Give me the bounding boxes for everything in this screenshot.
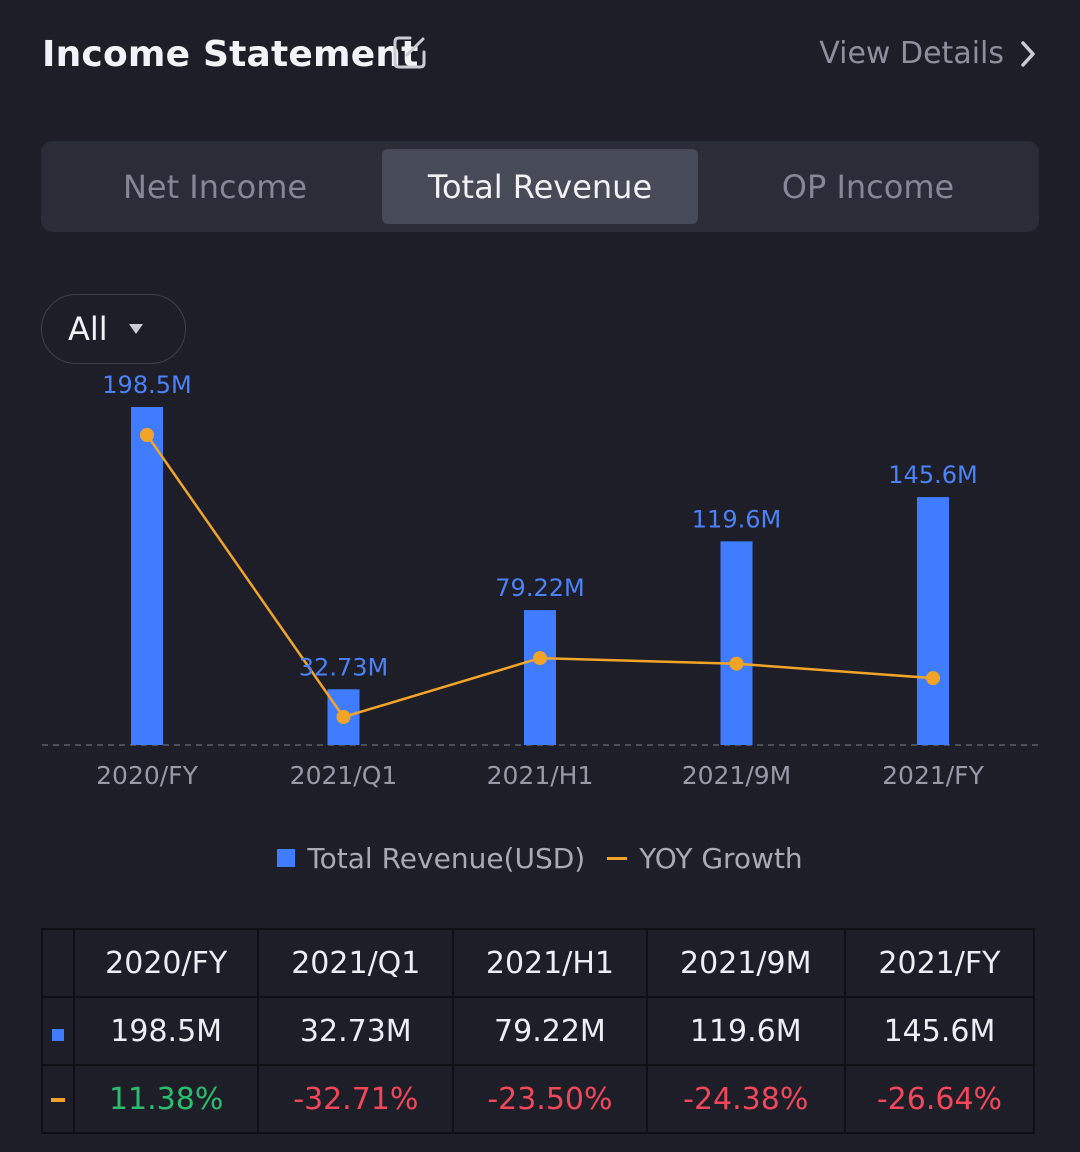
- revenue-cell: 79.22M: [452, 996, 648, 1066]
- revenue-marker-cell: [41, 996, 75, 1066]
- legend-bar-label: Total Revenue(USD): [307, 841, 586, 875]
- caret-down-icon: [128, 324, 143, 334]
- view-details-link[interactable]: View Details: [819, 36, 1038, 71]
- table-header-cell: 2021/H1: [452, 928, 648, 998]
- bar-value-label: 145.6M: [888, 461, 977, 489]
- bar-2021-h1[interactable]: [524, 610, 556, 745]
- growth-cell: -24.38%: [645, 1064, 846, 1134]
- revenue-cell: 32.73M: [257, 996, 455, 1066]
- table-corner-cell: [41, 928, 75, 998]
- revenue-chart: 198.5M 2020/FY 32.73M 2021/Q1 79.22M 2021/H1 1…: [42, 371, 1038, 790]
- table-header-cell: 2021/9M: [645, 928, 846, 998]
- revenue-cell: 198.5M: [72, 996, 260, 1066]
- table-row-revenue: 198.5M 32.73M 79.22M 119.6M 145.6M: [41, 996, 1036, 1066]
- x-axis-tick-label: 2021/9M: [682, 761, 792, 790]
- metric-tabs: Net Income Total Revenue OP Income: [41, 141, 1039, 232]
- x-axis-tick-label: 2020/FY: [96, 761, 198, 790]
- yoy-growth-point[interactable]: [533, 651, 547, 666]
- period-filter-label: All: [68, 310, 108, 348]
- tab-op-income[interactable]: OP Income: [781, 167, 955, 206]
- edit-icon[interactable]: [390, 32, 430, 72]
- x-axis-tick-label: 2021/FY: [882, 761, 984, 790]
- growth-cell: -26.64%: [843, 1064, 1036, 1134]
- tab-total-revenue[interactable]: Total Revenue: [382, 149, 698, 224]
- yoy-growth-point[interactable]: [926, 671, 940, 686]
- table-header-cell: 2021/FY: [843, 928, 1036, 998]
- period-filter-dropdown[interactable]: All: [41, 294, 186, 364]
- legend-bar-swatch: [277, 849, 296, 867]
- yoy-growth-point[interactable]: [336, 710, 351, 724]
- header: Income Statement View Details: [42, 28, 1038, 80]
- bar-2020-fy[interactable]: [131, 407, 163, 745]
- bar-2021-fy[interactable]: [917, 497, 949, 745]
- legend-line-label: YOY Growth: [639, 841, 803, 875]
- bar-2021-9m[interactable]: [720, 541, 753, 745]
- growth-cell: -32.71%: [257, 1064, 455, 1134]
- view-details-label: View Details: [819, 36, 1004, 71]
- x-axis-tick-label: 2021/H1: [487, 761, 594, 790]
- yoy-growth-point[interactable]: [729, 656, 744, 671]
- chart-legend: Total Revenue(USD) YOY Growth: [0, 838, 1080, 878]
- revenue-cell: 145.6M: [843, 996, 1036, 1066]
- bar-value-label: 79.22M: [495, 574, 584, 602]
- growth-marker-cell: [41, 1064, 75, 1134]
- tab-net-income[interactable]: Net Income: [122, 167, 308, 206]
- table-header-cell: 2021/Q1: [257, 928, 455, 998]
- bar-value-label: 198.5M: [102, 371, 191, 399]
- yoy-growth-point[interactable]: [140, 428, 154, 442]
- table-header-cell: 2020/FY: [72, 928, 260, 998]
- revenue-cell: 119.6M: [645, 996, 846, 1066]
- table-header-row: 2020/FY 2021/Q1 2021/H1 2021/9M 2021/FY: [41, 928, 1036, 998]
- table-row-growth: 11.38% -32.71% -23.50% -24.38% -26.64%: [41, 1064, 1036, 1134]
- growth-cell: -23.50%: [452, 1064, 648, 1134]
- x-axis-tick-label: 2021/Q1: [290, 761, 398, 790]
- growth-cell: 11.38%: [72, 1064, 260, 1134]
- data-table: 2020/FY 2021/Q1 2021/H1 2021/9M 2021/FY …: [41, 928, 1036, 1134]
- revenue-square-icon: [52, 1028, 64, 1041]
- bar-value-label: 32.73M: [299, 653, 388, 681]
- chevron-right-icon: [1021, 40, 1035, 67]
- page-title: Income Statement: [42, 34, 419, 75]
- bar-value-label: 119.6M: [692, 505, 781, 533]
- growth-line-icon: [51, 1098, 65, 1102]
- legend-line-swatch: [607, 856, 628, 860]
